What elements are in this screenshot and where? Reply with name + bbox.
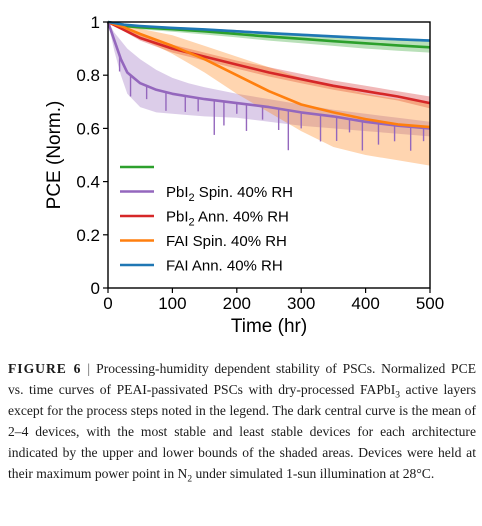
y-tick-label: 0 — [91, 279, 100, 298]
caption-sub-1: 3 — [395, 390, 400, 401]
y-tick-label: 0.2 — [76, 226, 100, 245]
line-fai-ann-40-rh — [107, 20, 431, 42]
y-tick-label: 0.8 — [76, 66, 100, 85]
y-axis-label: PCE (Norm.) — [44, 101, 65, 210]
x-tick-label: 0 — [103, 294, 112, 313]
caption-separator: | — [87, 361, 91, 376]
legend-label: FAI Spin. 40% RH — [166, 233, 287, 250]
legend-label: PbI2 Spin. 40% RH — [166, 184, 293, 204]
spike-artifacts — [118, 55, 425, 151]
x-axis-label: Time (hr) — [231, 316, 307, 337]
caption-text-1: Processing-humidity dependent stability … — [8, 361, 476, 397]
x-tick-label: 400 — [351, 294, 379, 313]
line-fai-spin-40-rh — [107, 20, 431, 129]
x-tick-label: 100 — [158, 294, 186, 313]
caption-sub-2: 2 — [187, 474, 193, 485]
axes: 0 100 200 300 400 500 0 0.2 0.4 0.6 0.8 1 — [76, 13, 444, 313]
pce-stability-chart: 0 100 200 300 400 500 0 0.2 0.4 0.6 0.8 1 PbI2 Spin… — [44, 13, 444, 337]
x-tick-label: 200 — [223, 294, 251, 313]
mean-lines — [106, 20, 431, 130]
figure-caption: FIGURE 6 | Processing-humidity dependent s… — [8, 358, 476, 484]
legend-label: FAI Ann. 40% RH — [166, 258, 283, 275]
legend-label: PbI2 Ann. 40% RH — [166, 209, 289, 229]
band-pbi2-spin-40-rh — [108, 22, 430, 137]
caption-text-2: active layers except for the process ste… — [8, 382, 476, 481]
x-tick-label: 500 — [416, 294, 444, 313]
line-pbi2-ann-40-rh — [107, 20, 431, 105]
y-tick-label: 1 — [91, 13, 100, 32]
legend: PbI2 Spin. 40% RH PbI2 Ann. 40% RH FAI Spi… — [120, 165, 293, 275]
y-tick-label: 0.4 — [76, 173, 100, 192]
x-tick-label: 300 — [287, 294, 315, 313]
plot-frame — [107, 21, 431, 289]
caption-label: FIGURE 6 — [8, 361, 82, 376]
line-pbi2-spin-40-rh — [106, 21, 431, 130]
y-tick-label: 0.6 — [76, 119, 100, 138]
band-pbi2-ann-40-rh — [108, 22, 430, 109]
caption-text-3: under simulated 1-sun illumination at 28… — [192, 466, 435, 481]
